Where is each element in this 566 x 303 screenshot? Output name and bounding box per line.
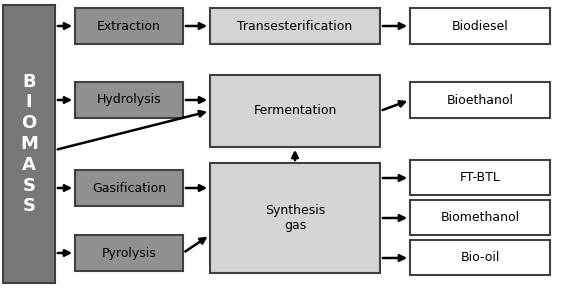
Bar xyxy=(410,160,550,195)
Bar xyxy=(75,82,183,118)
Bar xyxy=(410,240,550,275)
Bar xyxy=(210,75,380,147)
Bar xyxy=(75,170,183,206)
Text: Extraction: Extraction xyxy=(97,19,161,32)
Bar xyxy=(75,235,183,271)
Text: Pyrolysis: Pyrolysis xyxy=(102,247,156,259)
Text: Hydrolysis: Hydrolysis xyxy=(97,94,161,106)
Text: Biomethanol: Biomethanol xyxy=(440,211,520,224)
Bar xyxy=(3,5,55,283)
Bar xyxy=(75,8,183,44)
Text: B
I
O
M
A
S
S: B I O M A S S xyxy=(20,73,38,215)
Text: FT-BTL: FT-BTL xyxy=(460,171,500,184)
Text: Bio-oil: Bio-oil xyxy=(460,251,500,264)
Bar xyxy=(210,8,380,44)
Text: Gasification: Gasification xyxy=(92,181,166,195)
Bar xyxy=(410,200,550,235)
Bar xyxy=(410,82,550,118)
Text: Fermentation: Fermentation xyxy=(254,105,337,118)
Text: Bioethanol: Bioethanol xyxy=(447,94,513,106)
Text: Transesterification: Transesterification xyxy=(237,19,353,32)
Text: Biodiesel: Biodiesel xyxy=(452,19,508,32)
Bar xyxy=(210,163,380,273)
Bar xyxy=(410,8,550,44)
Text: Synthesis
gas: Synthesis gas xyxy=(265,204,325,232)
